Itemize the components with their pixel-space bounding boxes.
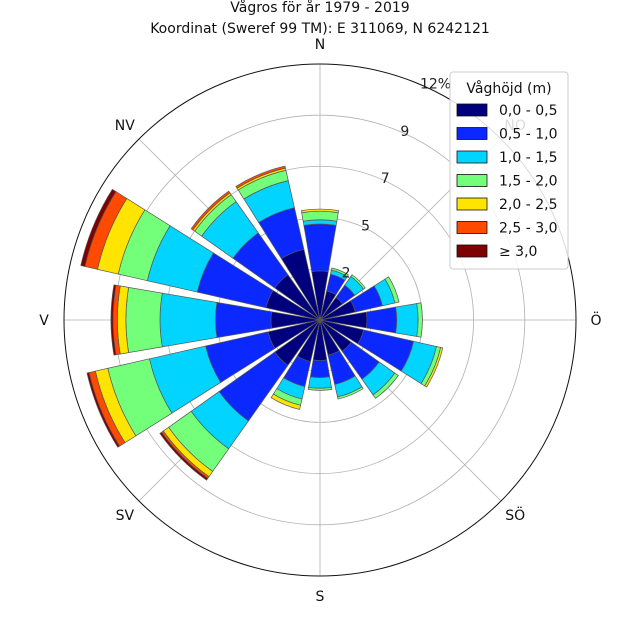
radial-tick-labels: 2 5 7 9 12% (342, 76, 451, 281)
direction-label: Ö (590, 311, 601, 329)
legend-label: ≥ 3,0 (499, 244, 537, 260)
bar-segment (159, 292, 218, 348)
bar-segment (270, 393, 301, 410)
bar-segment (330, 267, 349, 278)
legend-swatch (456, 221, 488, 234)
legend-swatch (456, 244, 488, 258)
bar-segment (337, 386, 364, 400)
radial-tick-label: 12% (420, 76, 451, 92)
bar-segment (235, 165, 286, 189)
radial-tick-label: 2 (342, 266, 351, 282)
bar-segment (309, 359, 331, 378)
bar-segment (395, 303, 419, 337)
bar-segment (301, 210, 339, 222)
legend-label: 2,5 - 3,0 (499, 221, 557, 237)
bar-segment (416, 302, 423, 338)
wave-bars (80, 165, 444, 481)
radial-tick-label: 9 (400, 124, 409, 140)
bar-segment (308, 376, 332, 389)
bar-segment (372, 372, 399, 399)
legend-label: 2,0 - 2,5 (499, 197, 557, 213)
legend-title: Våghöjd (m) (466, 80, 551, 97)
chart-title: Vågros för år 1979 - 2019 (230, 0, 409, 16)
legend-swatch (456, 127, 488, 140)
legend-label: 1,0 - 1,5 (499, 150, 557, 166)
legend-label: 0,5 - 1,0 (499, 127, 557, 143)
bar-segment (159, 431, 209, 481)
bar-segment (350, 274, 366, 290)
legend-swatch (456, 150, 488, 164)
legend-box (449, 71, 569, 270)
legend-label: 0,0 - 0,5 (499, 103, 557, 119)
bar-segment (384, 276, 400, 304)
bar-segment (190, 190, 231, 231)
direction-label: NV (115, 118, 135, 134)
bar-segment (300, 208, 340, 214)
direction-label: S (316, 589, 325, 605)
direction-label: N (315, 37, 325, 53)
radial-tick-label: 5 (361, 218, 370, 234)
bar-segment (86, 372, 121, 448)
outer-ring (63, 63, 577, 577)
direction-label: V (39, 313, 49, 329)
legend-swatch (456, 197, 488, 211)
bar-segment (307, 386, 333, 391)
legend-swatch (456, 174, 488, 187)
direction-label: SV (116, 508, 135, 524)
legend-label: 1,5 - 2,0 (499, 174, 557, 190)
bar-segment (424, 347, 444, 388)
legend-items: 0,0 - 0,5 0,5 - 1,0 1,0 - 1,5 1,5 - 2,0 2,0 … (456, 103, 557, 260)
bar-segment (303, 223, 337, 273)
bar-segment (110, 284, 117, 356)
bar-segment (80, 188, 117, 267)
bar-segment (215, 302, 273, 338)
chart-subtitle: Koordinat (Sweref 99 TM): E 311069, N 62… (150, 21, 490, 37)
bar-segment (365, 306, 398, 334)
legend: Våghöjd (m) 0,0 - 0,5 0,5 - 1,0 1,0 - 1,5 1… (449, 71, 569, 270)
radial-tick-label: 7 (381, 171, 390, 187)
bar-segment (125, 286, 163, 354)
legend-swatch (456, 103, 488, 117)
direction-label: SÖ (505, 506, 525, 524)
